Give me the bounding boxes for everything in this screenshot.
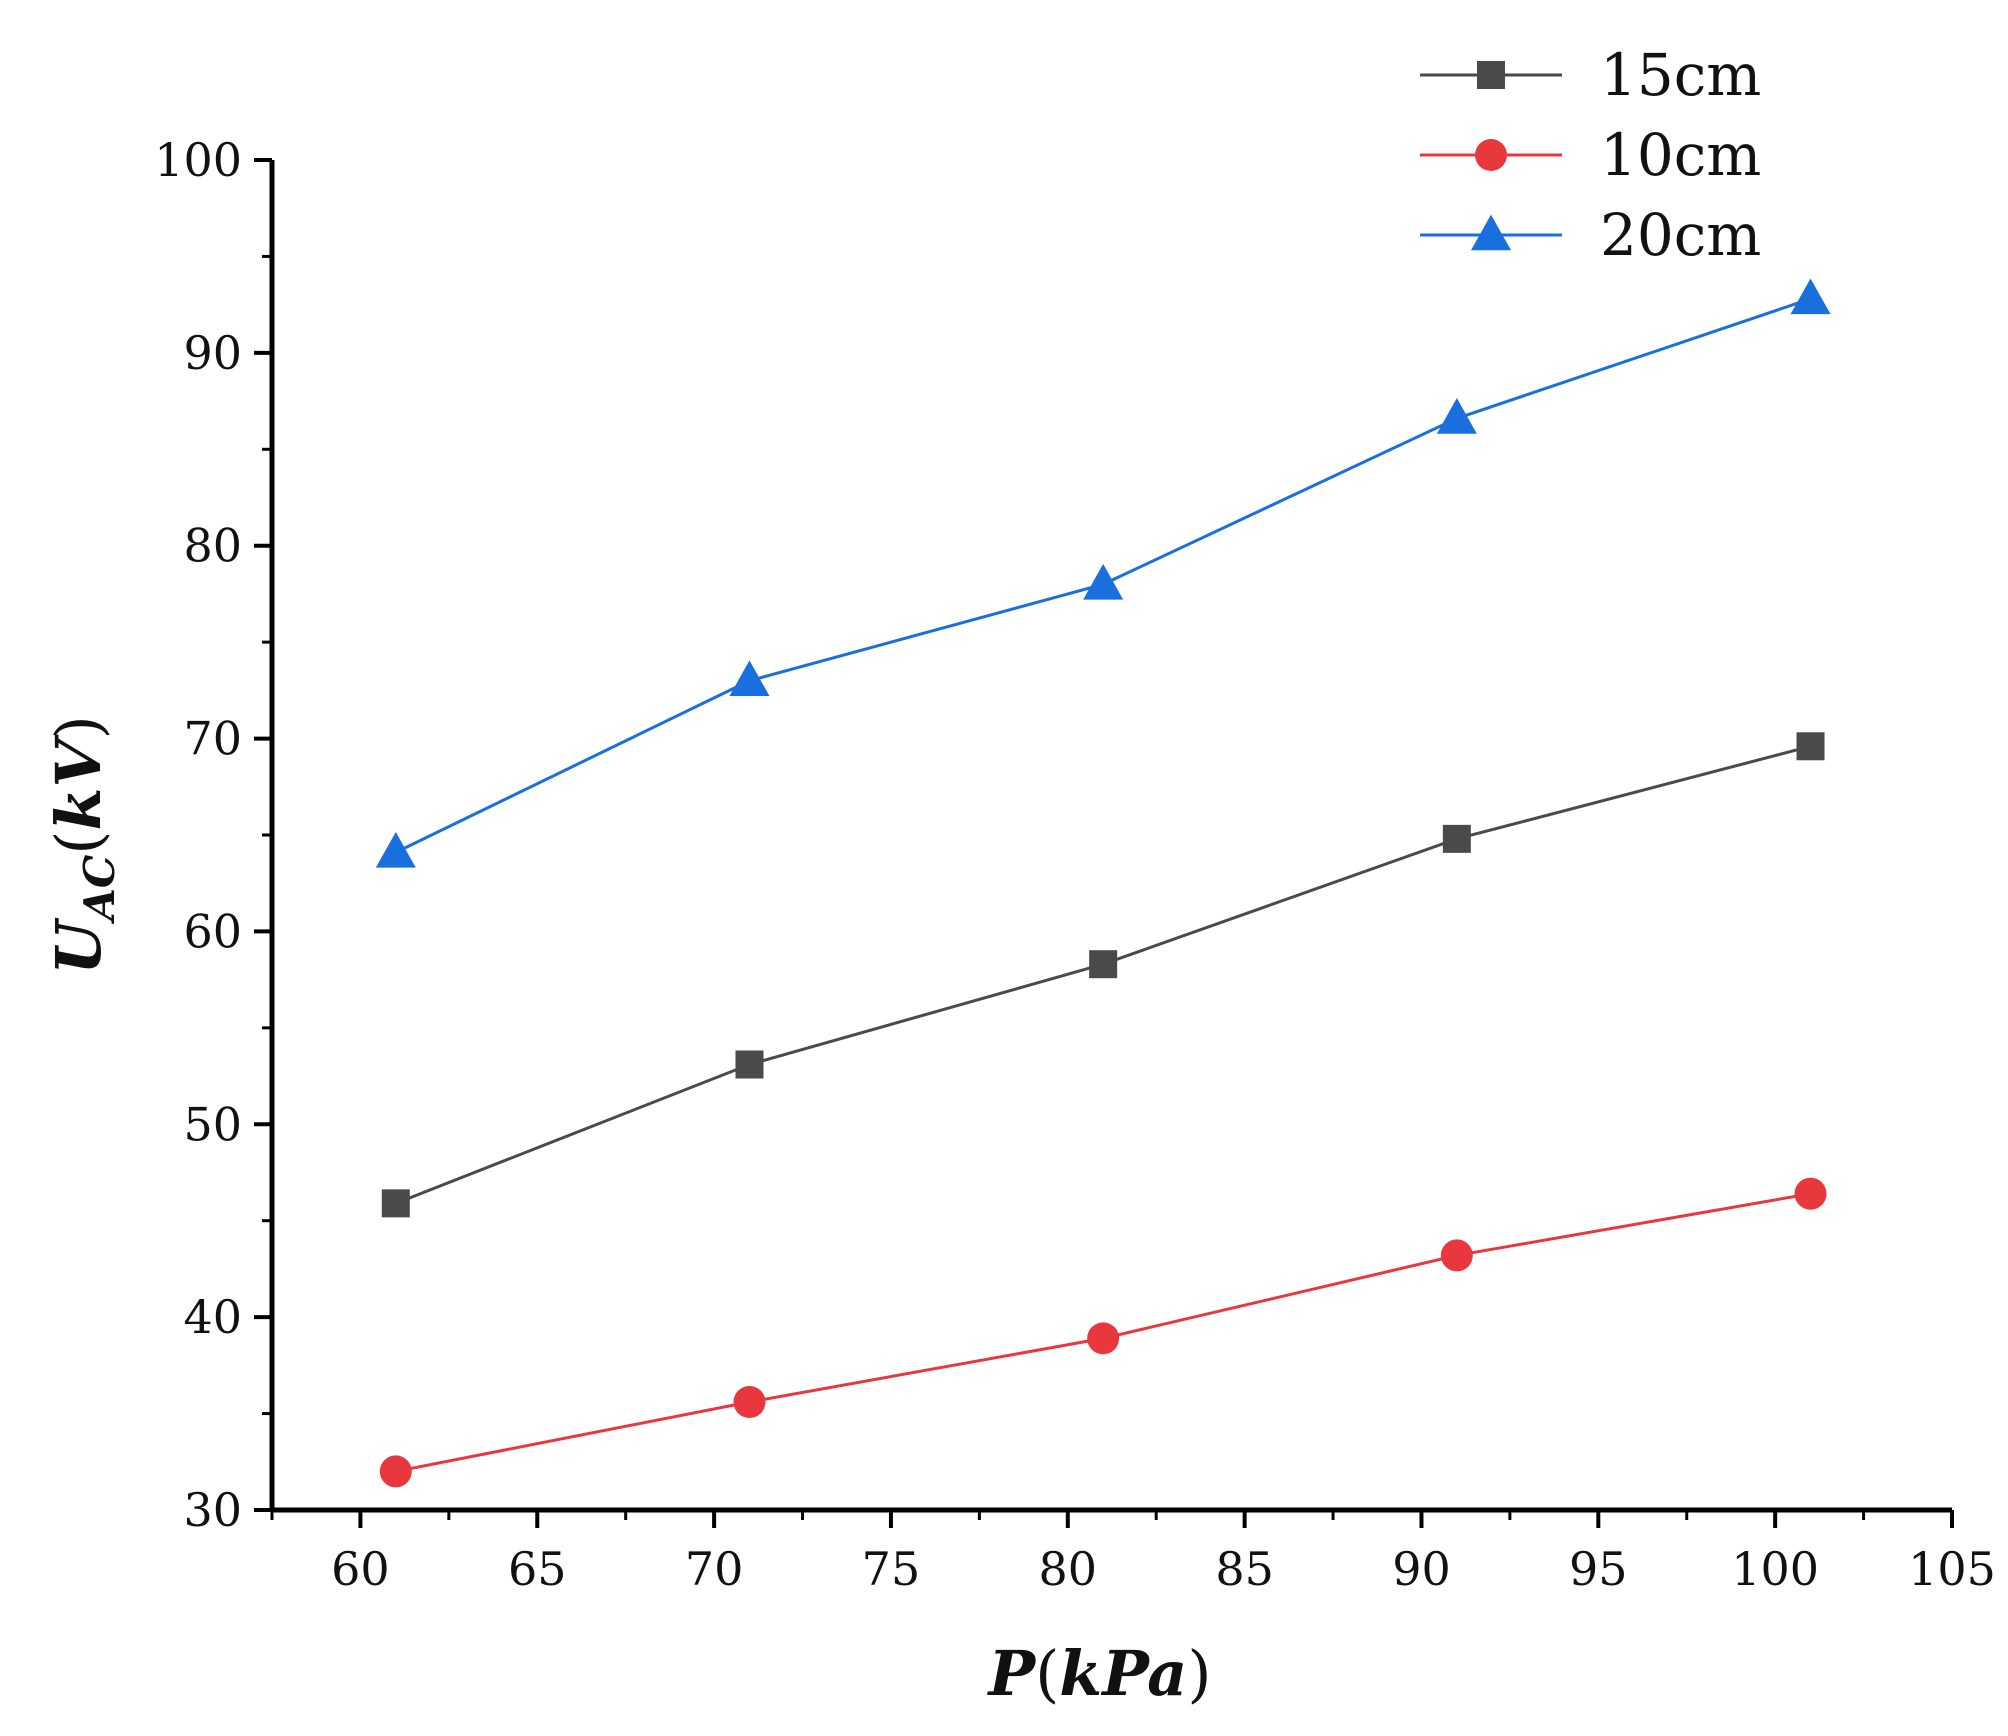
x-tick-label: 70 (685, 1542, 744, 1596)
legend-item-10cm: 10cm (1420, 121, 1761, 189)
data-point-15cm (1089, 950, 1118, 979)
series-15cm (381, 732, 1825, 1218)
x-axis-unit: kPa (1059, 1637, 1187, 1710)
legend-marker (1471, 214, 1511, 251)
x-tick-label: 75 (862, 1542, 921, 1596)
x-tick-label: 105 (1908, 1542, 1996, 1596)
x-tick-label: 95 (1569, 1542, 1628, 1596)
legend-label: 10cm (1600, 121, 1761, 189)
y-tick-label: 70 (183, 712, 242, 766)
legend-item-15cm: 15cm (1420, 41, 1761, 109)
x-tick-label: 65 (508, 1542, 567, 1596)
x-axis-title: P(kPa) (986, 1637, 1211, 1710)
x-tick-label: 85 (1215, 1542, 1274, 1596)
legend-label: 15cm (1600, 41, 1761, 109)
y-axis-unit: kV (42, 734, 115, 831)
data-point-20cm (1790, 278, 1831, 315)
y-tick-label: 80 (183, 519, 242, 573)
y-tick-label: 30 (183, 1483, 242, 1537)
y-tick-label: 40 (183, 1290, 242, 1344)
legend-item-20cm: 20cm (1420, 201, 1761, 269)
data-point-15cm (735, 1050, 764, 1079)
y-tick-label: 90 (183, 326, 242, 380)
x-tick-label: 90 (1392, 1542, 1451, 1596)
y-axis-var: U (42, 917, 115, 975)
legend-marker (1477, 61, 1505, 89)
series-10cm (379, 1177, 1827, 1488)
series-20cm (375, 278, 1831, 868)
y-tick-label: 60 (183, 904, 242, 958)
y-axis-subscript: AC (75, 854, 124, 925)
data-point-10cm (733, 1386, 766, 1418)
axes: 60 65 70 75 80 85 90 95 100 105 30 40 50 60 70 80 90 100 (154, 133, 1996, 1596)
x-axis-var: P (986, 1637, 1037, 1710)
data-point-20cm (1436, 398, 1477, 434)
data-point-20cm (1083, 563, 1124, 600)
y-tick-label: 100 (154, 133, 242, 187)
x-tick-label: 80 (1039, 1542, 1098, 1596)
data-point-20cm (729, 660, 770, 697)
legend: 15cm 10cm 20cm (1420, 41, 1761, 269)
data-point-10cm (1794, 1177, 1827, 1210)
legend-label: 20cm (1600, 201, 1761, 269)
plot-area (375, 278, 1831, 1488)
data-point-10cm (1440, 1239, 1473, 1272)
data-point-20cm (375, 831, 416, 868)
legend-marker (1475, 139, 1507, 171)
data-point-15cm (381, 1189, 410, 1218)
y-axis-title: UAC(kV) (42, 715, 124, 975)
y-tick-label: 50 (183, 1097, 242, 1151)
data-point-10cm (379, 1455, 412, 1488)
data-point-15cm (1442, 824, 1471, 853)
data-point-10cm (1087, 1322, 1120, 1355)
x-tick-label: 60 (331, 1542, 390, 1596)
x-tick-label: 100 (1731, 1542, 1819, 1596)
data-point-15cm (1796, 732, 1825, 761)
